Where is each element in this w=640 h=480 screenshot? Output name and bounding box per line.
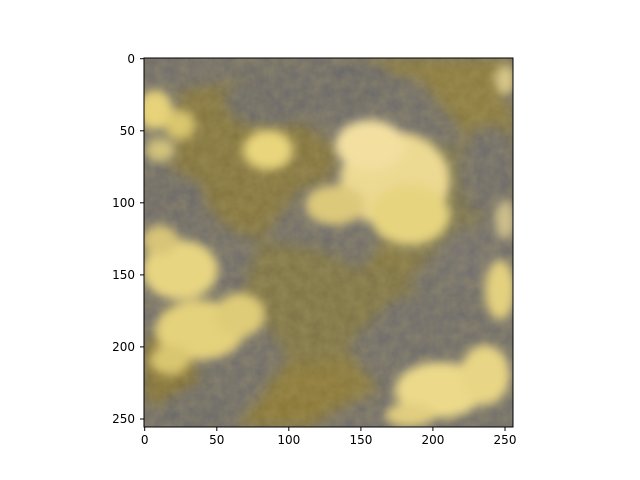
y-tick-label: 200 (112, 340, 135, 354)
y-tick-label: 0 (127, 52, 135, 66)
y-tick-label: 50 (120, 124, 135, 138)
cloud-layer (144, 65, 513, 427)
y-tick-label: 100 (112, 196, 135, 210)
y-tick-label: 150 (112, 268, 135, 282)
y-tick-label: 250 (112, 412, 135, 426)
y-axis (140, 58, 144, 420)
x-axis (144, 427, 506, 431)
x-tick-label: 250 (494, 433, 517, 447)
x-tick-label: 100 (277, 433, 300, 447)
axes-frame (143, 57, 514, 428)
x-tick-label: 50 (209, 433, 224, 447)
x-tick-label: 200 (421, 433, 444, 447)
x-tick-label: 0 (141, 433, 149, 447)
x-tick-label: 150 (349, 433, 372, 447)
image-area (144, 58, 513, 427)
